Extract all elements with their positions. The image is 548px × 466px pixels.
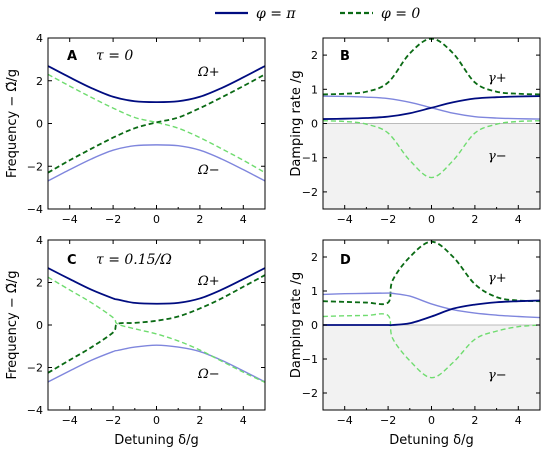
series-line-dashed-dark <box>323 38 540 96</box>
series-line-dashed-dark <box>48 274 265 374</box>
curve-label: γ− <box>488 149 507 164</box>
y-tick-label: 0 <box>36 319 43 332</box>
y-tick-label: 0 <box>36 118 43 131</box>
curve-label: Ω− <box>197 163 220 178</box>
x-tick-label: 2 <box>471 213 478 226</box>
series-group <box>48 267 265 384</box>
x-tick-label: 0 <box>428 213 435 226</box>
y-tick-label: 2 <box>311 251 318 264</box>
series-line-solid-dark <box>323 299 540 327</box>
x-axis-label: Detuning δ/g <box>114 433 198 448</box>
series-group <box>323 240 540 379</box>
plot-frame <box>47 37 266 210</box>
x-tick-label: −4 <box>62 213 78 226</box>
negative-region-shade <box>323 123 540 209</box>
x-tick-label: −2 <box>380 213 396 226</box>
y-tick-label: 4 <box>36 234 43 247</box>
y-axis-label: Frequency − Ω̃/g <box>5 271 20 380</box>
x-tick-label: −4 <box>337 213 353 226</box>
x-axis-label: Detuning δ/g <box>389 433 473 448</box>
curve-label: γ+ <box>488 271 507 286</box>
series-line-dashed-light <box>323 120 540 179</box>
series-line-dashed-light <box>323 313 540 379</box>
x-tick-label: −2 <box>380 414 396 427</box>
x-tick-label: 0 <box>153 414 160 427</box>
y-tick-label: −2 <box>27 160 43 173</box>
panel-annotation: τ = 0.15/Ω <box>96 252 172 268</box>
panel-letter: A <box>67 49 77 64</box>
y-tick-label: 2 <box>36 277 43 290</box>
y-tick-label: 1 <box>311 285 318 298</box>
x-tick-label: 0 <box>428 414 435 427</box>
x-tick-label: −4 <box>337 414 353 427</box>
y-tick-label: 1 <box>311 83 318 96</box>
legend: φ = π φ = 0 <box>215 6 420 22</box>
x-tick-label: 4 <box>515 213 522 226</box>
series-line-solid-dark <box>323 95 540 120</box>
curve-label: Ω+ <box>197 274 220 289</box>
panel-letter: B <box>340 49 350 64</box>
series-line-solid-dark <box>48 65 265 104</box>
y-tick-label: −1 <box>302 353 318 366</box>
y-tick-label: 0 <box>311 319 318 332</box>
curve-label: Ω+ <box>197 65 220 80</box>
series-line-solid-light <box>323 292 540 319</box>
panel-letter: D <box>340 253 351 268</box>
y-tick-label: 2 <box>311 49 318 62</box>
negative-region-shade <box>323 325 540 410</box>
y-tick-label: −2 <box>302 186 318 199</box>
y-tick-label: 2 <box>36 75 43 88</box>
x-tick-label: 4 <box>240 213 247 226</box>
series-line-dashed-dark <box>48 73 265 174</box>
y-axis-label: Frequency − Ω̃/g <box>5 69 20 178</box>
y-tick-label: −1 <box>302 152 318 165</box>
series-line-solid-light <box>48 144 265 182</box>
panel-annotation: τ = 0 <box>96 48 133 64</box>
y-tick-label: −4 <box>27 404 43 417</box>
series-line-solid-dark <box>48 267 265 305</box>
y-axis-label: Damping rate /g <box>289 70 304 176</box>
series-line-dashed-light <box>48 73 265 174</box>
panel-B: −4 −2 0 2 4 −2 −1 0 1 2 Bγ+ γ− Damping rate /g <box>289 37 541 226</box>
curve-label: γ− <box>488 368 507 383</box>
x-tick-label: 2 <box>196 213 203 226</box>
panel-D: −4 −2 0 2 4 −2 −1 0 1 2 Dγ+ γ− Damping rate /g Detuni… <box>289 239 541 448</box>
y-tick-label: −2 <box>302 387 318 400</box>
x-tick-label: −2 <box>105 213 121 226</box>
series-line-dashed-light <box>48 276 265 384</box>
curve-label: Ω− <box>197 367 220 382</box>
series-line-solid-light <box>48 344 265 383</box>
legend-label-zero: φ = 0 <box>381 6 420 22</box>
y-tick-label: −2 <box>27 362 43 375</box>
x-tick-label: 0 <box>153 213 160 226</box>
x-tick-label: −2 <box>105 414 121 427</box>
x-tick-label: 2 <box>196 414 203 427</box>
x-tick-label: 2 <box>471 414 478 427</box>
series-group <box>48 65 265 182</box>
legend-label-pi: φ = π <box>256 6 296 22</box>
panel-A: −4 −2 0 2 4 −4 −2 0 2 4 A τ = 0 Ω+ Ω− Frequency − Ω̃/g <box>5 32 266 226</box>
y-tick-label: −4 <box>27 203 43 216</box>
panel-C: −4 −2 0 2 4 −4 −2 0 2 4 C τ = 0.15/Ω Ω+ Ω− Frequency −… <box>5 234 266 448</box>
y-axis-label: Damping rate /g <box>289 272 304 378</box>
panel-letter: C <box>67 253 77 268</box>
y-tick-label: 0 <box>311 118 318 131</box>
y-tick-label: 4 <box>36 32 43 45</box>
series-line-dashed-dark <box>323 240 540 306</box>
x-tick-label: 4 <box>515 414 522 427</box>
curve-label: γ+ <box>488 71 507 86</box>
x-tick-label: −4 <box>62 414 78 427</box>
x-tick-label: 4 <box>240 414 247 427</box>
